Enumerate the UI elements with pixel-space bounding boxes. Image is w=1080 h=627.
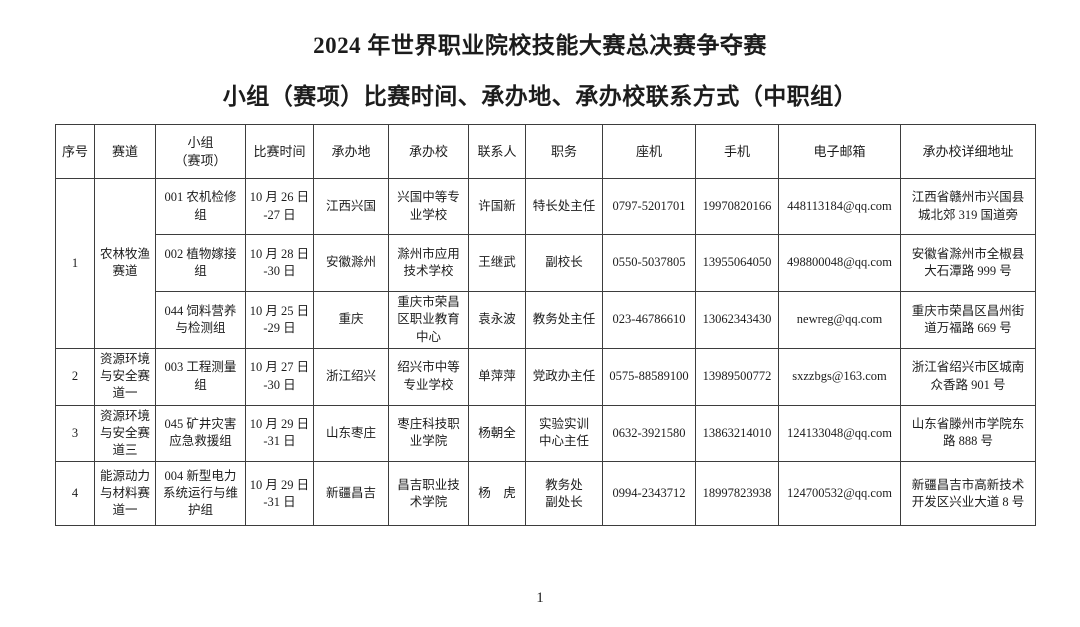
cell-contact: 王继武 <box>468 234 526 292</box>
header-position: 职务 <box>525 124 603 179</box>
cell-group: 003 工程测量 组 <box>155 347 246 406</box>
cell-contact: 许国新 <box>468 178 526 235</box>
cell-time: 10 月 25 日 -29 日 <box>245 291 314 349</box>
cell-landline: 0797-5201701 <box>602 178 696 235</box>
table-row: 044 饲料营养 与检测组 10 月 25 日 -29 日 重庆 重庆市荣昌 区… <box>56 291 1036 349</box>
cell-email: sxzzbgs@163.com <box>778 347 901 406</box>
cell-email: 124133048@qq.com <box>778 404 901 463</box>
cell-track: 能源动力 与材料赛 道一 <box>94 461 156 527</box>
cell-address: 新疆昌吉市高新技术 开发区兴业大道 8 号 <box>900 461 1036 527</box>
cell-position: 教务处主任 <box>525 291 603 349</box>
cell-position: 特长处主任 <box>525 178 603 235</box>
cell-venue: 新疆昌吉 <box>313 461 389 527</box>
header-email: 电子邮箱 <box>778 124 901 179</box>
table-header-row: 序号 赛道 小组 （赛项） 比赛时间 承办地 承办校 联系人 职务 座机 手机 … <box>55 124 1036 179</box>
cell-landline: 0575-88589100 <box>602 347 696 406</box>
cell-email: newreg@qq.com <box>778 291 901 349</box>
cell-seq: 1 <box>55 178 95 349</box>
cell-time: 10 月 29 日 -31 日 <box>245 461 314 527</box>
cell-position: 副校长 <box>525 234 603 292</box>
cell-contact: 杨 虎 <box>468 461 526 527</box>
cell-email: 124700532@qq.com <box>778 461 901 527</box>
cell-mobile: 13062343430 <box>695 291 779 349</box>
cell-position: 党政办主任 <box>525 347 603 406</box>
cell-position: 教务处 副处长 <box>525 461 603 527</box>
header-seq: 序号 <box>55 124 95 179</box>
cell-track: 资源环境 与安全赛 道一 <box>94 347 156 406</box>
cell-school: 枣庄科技职 业学院 <box>388 404 469 463</box>
cell-position: 实验实训 中心主任 <box>525 404 603 463</box>
cell-group: 044 饲料营养 与检测组 <box>155 291 246 349</box>
header-mobile: 手机 <box>695 124 779 179</box>
cell-school: 重庆市荣昌 区职业教育 中心 <box>388 291 469 349</box>
cell-school: 滁州市应用 技术学校 <box>388 234 469 292</box>
cell-time: 10 月 26 日 -27 日 <box>245 178 314 235</box>
cell-contact: 袁永波 <box>468 291 526 349</box>
cell-school: 昌吉职业技 术学院 <box>388 461 469 527</box>
cell-venue: 安徽滁州 <box>313 234 389 292</box>
cell-email: 498800048@qq.com <box>778 234 901 292</box>
cell-group: 001 农机检修 组 <box>155 178 246 235</box>
cell-mobile: 13989500772 <box>695 347 779 406</box>
cell-address: 浙江省绍兴市区城南 众香路 901 号 <box>900 347 1036 406</box>
table-row: 3 资源环境 与安全赛 道三 045 矿井灾害 应急救援组 10 月 29 日 … <box>55 404 1036 463</box>
header-contact: 联系人 <box>468 124 526 179</box>
header-school: 承办校 <box>388 124 469 179</box>
cell-contact: 单萍萍 <box>468 347 526 406</box>
header-address: 承办校详细地址 <box>900 124 1036 179</box>
cell-school: 兴国中等专 业学校 <box>388 178 469 235</box>
table-row: 2 资源环境 与安全赛 道一 003 工程测量 组 10 月 27 日 -30 … <box>55 347 1036 406</box>
competition-schedule-table: 序号 赛道 小组 （赛项） 比赛时间 承办地 承办校 联系人 职务 座机 手机 … <box>55 124 1036 527</box>
cell-address: 重庆市荣昌区昌州街 道万福路 669 号 <box>900 291 1036 349</box>
cell-mobile: 13955064050 <box>695 234 779 292</box>
cell-track: 农林牧渔 赛道 <box>94 178 156 349</box>
cell-venue: 浙江绍兴 <box>313 347 389 406</box>
cell-mobile: 19970820166 <box>695 178 779 235</box>
header-group: 小组 （赛项） <box>155 124 246 179</box>
cell-time: 10 月 29 日 -31 日 <box>245 404 314 463</box>
cell-contact: 杨朝全 <box>468 404 526 463</box>
header-track: 赛道 <box>94 124 156 179</box>
header-venue: 承办地 <box>313 124 389 179</box>
cell-group: 002 植物嫁接 组 <box>155 234 246 292</box>
cell-venue: 山东枣庄 <box>313 404 389 463</box>
cell-landline: 0632-3921580 <box>602 404 696 463</box>
cell-mobile: 18997823938 <box>695 461 779 527</box>
cell-address: 山东省滕州市学院东 路 888 号 <box>900 404 1036 463</box>
cell-venue: 江西兴国 <box>313 178 389 235</box>
cell-time: 10 月 28 日 -30 日 <box>245 234 314 292</box>
page-subtitle: 小组（赛项）比赛时间、承办地、承办校联系方式（中职组） <box>222 84 858 109</box>
cell-address: 安徽省滁州市全椒县 大石潭路 999 号 <box>900 234 1036 292</box>
header-time: 比赛时间 <box>245 124 314 179</box>
table-row: 1 农林牧渔 赛道 001 农机检修 组 10 月 26 日 -27 日 江西兴… <box>55 178 1036 349</box>
cell-school: 绍兴市中等 专业学校 <box>388 347 469 406</box>
cell-group: 045 矿井灾害 应急救援组 <box>155 404 246 463</box>
cell-seq: 4 <box>55 461 95 527</box>
cell-venue: 重庆 <box>313 291 389 349</box>
cell-email: 448113184@qq.com <box>778 178 901 235</box>
cell-time: 10 月 27 日 -30 日 <box>245 347 314 406</box>
cell-track: 资源环境 与安全赛 道三 <box>94 404 156 463</box>
table-row: 4 能源动力 与材料赛 道一 004 新型电力 系统运行与维 护组 10 月 2… <box>55 461 1036 527</box>
page-title: 2024 年世界职业院校技能大赛总决赛争夺赛 <box>313 33 767 58</box>
table-row: 002 植物嫁接 组 10 月 28 日 -30 日 安徽滁州 滁州市应用 技术… <box>56 234 1036 292</box>
cell-seq: 2 <box>55 347 95 406</box>
cell-seq: 3 <box>55 404 95 463</box>
header-landline: 座机 <box>602 124 696 179</box>
cell-landline: 0994-2343712 <box>602 461 696 527</box>
cell-landline: 023-46786610 <box>602 291 696 349</box>
cell-group: 004 新型电力 系统运行与维 护组 <box>155 461 246 527</box>
cell-landline: 0550-5037805 <box>602 234 696 292</box>
page-number: 1 <box>536 590 544 606</box>
cell-address: 江西省赣州市兴国县 城北郊 319 国道旁 <box>900 178 1036 235</box>
cell-mobile: 13863214010 <box>695 404 779 463</box>
